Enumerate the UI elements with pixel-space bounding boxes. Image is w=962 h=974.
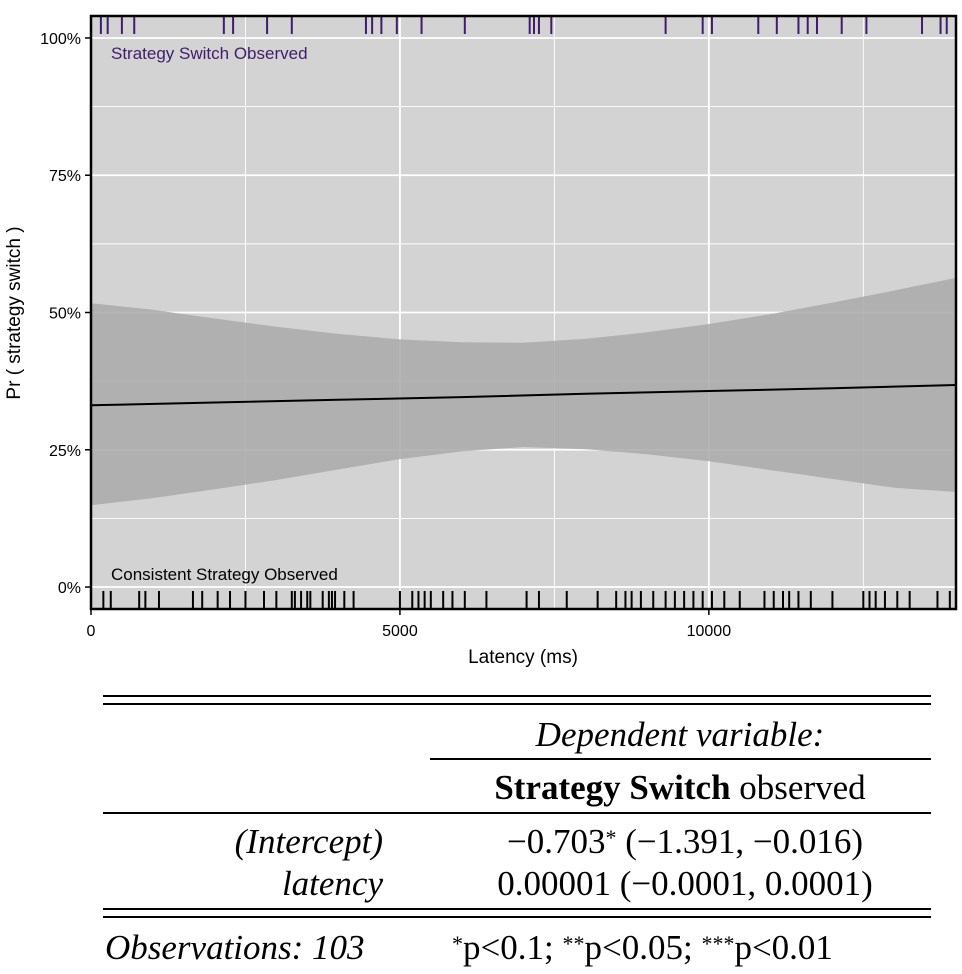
sig-text-3: p<0.01 — [734, 928, 833, 967]
sig-star-2: ** — [562, 931, 585, 956]
x-tick-label: 5000 — [382, 623, 418, 640]
significance-note: *p<0.1; **p<0.05; ***p<0.01 — [452, 928, 833, 968]
model-heading-rest: observed — [730, 768, 866, 807]
sig-text-1: p<0.1; — [463, 928, 563, 967]
y-tick-label: 25% — [49, 443, 81, 460]
fitted-line — [90, 384, 957, 407]
bottom-rule — [103, 908, 931, 910]
table-top-rule-2 — [103, 703, 931, 705]
annotation-consistent-observed: Consistent Strategy Observed — [111, 565, 338, 584]
dependent-variable-underline — [430, 758, 931, 760]
intercept-sig: * — [605, 825, 617, 850]
intercept-coef: −0.703 — [506, 822, 606, 861]
logistic-regression-chart: 0 5000 10000 0% 25% 50% 75% 100% Strategy Switc… — [4, 14, 958, 668]
y-tick-label: 0% — [58, 580, 81, 597]
y-axis-title: Pr ( strategy switch ) — [4, 226, 25, 399]
row-label-latency: latency — [281, 864, 383, 903]
confidence-band — [91, 277, 956, 506]
observations-count: Observations: 103 — [105, 928, 365, 967]
y-tick-label: 100% — [40, 31, 81, 48]
model-heading: Strategy Switch observed — [430, 768, 930, 808]
row-value-latency: 0.00001 (−0.0001, 0.0001) — [497, 864, 873, 903]
intercept-ci: (−1.391, −0.016) — [616, 822, 864, 861]
y-tick-label: 50% — [49, 306, 81, 323]
y-tick-label: 75% — [49, 168, 81, 185]
x-tick-label: 10000 — [687, 623, 732, 640]
bottom-rule-2 — [103, 916, 931, 918]
row-label-intercept: (Intercept) — [234, 822, 383, 861]
dependent-variable-heading: Dependent variable: — [535, 715, 825, 754]
x-tick-label: 0 — [87, 623, 96, 640]
sig-star-3: *** — [701, 931, 735, 956]
x-axis-title: Latency (ms) — [468, 647, 578, 668]
model-heading-bold: Strategy Switch — [494, 768, 731, 807]
regression-table: Dependent variable: Strategy Switch obse… — [0, 680, 962, 974]
annotation-switch-observed: Strategy Switch Observed — [111, 44, 308, 63]
sig-star-1: * — [452, 931, 463, 956]
row-value-intercept: −0.703* (−1.391, −0.016) — [430, 822, 940, 862]
header-rule — [103, 812, 931, 814]
sig-text-2: p<0.05; — [584, 928, 702, 967]
table-top-rule — [103, 695, 931, 697]
